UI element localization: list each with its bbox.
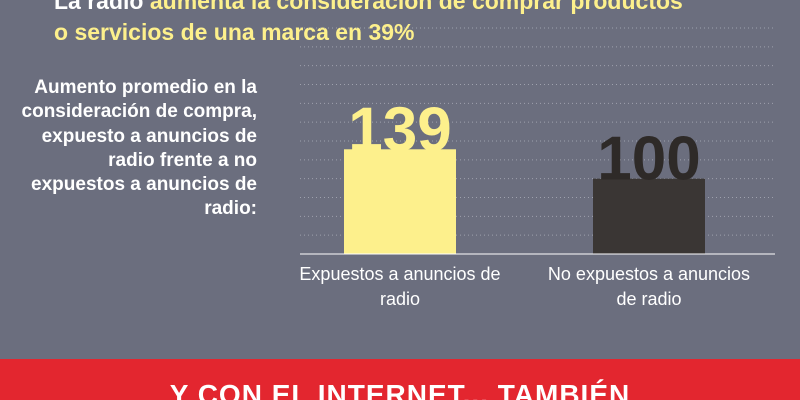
headline-part-1: La radio	[54, 0, 150, 14]
value-label-2: 100	[597, 125, 700, 194]
bar-1	[344, 149, 456, 254]
bar-2	[593, 178, 705, 254]
footer-banner: Y CON EL INTERNET... TAMBIÉN	[0, 359, 800, 400]
value-label-1: 139	[348, 95, 451, 164]
category-label-1: Expuestos a anuncios de radio	[299, 264, 501, 309]
chart-side-label: Aumento promedio en la consideración de …	[21, 77, 257, 220]
headline-part-3: o servicios de una marca en 39%	[54, 19, 415, 45]
bars	[344, 149, 705, 254]
value-labels: 139 100	[348, 95, 700, 193]
headline: La radio aumenta la consideración de com…	[54, 0, 794, 48]
category-label-2: No expuestos a anuncios de radio	[547, 264, 751, 309]
headline-highlight: aumenta la consideración de comprar prod…	[149, 0, 683, 14]
bar-chart: 139 100	[300, 27, 775, 255]
footer-text: Y CON EL INTERNET... TAMBIÉN	[169, 379, 631, 400]
